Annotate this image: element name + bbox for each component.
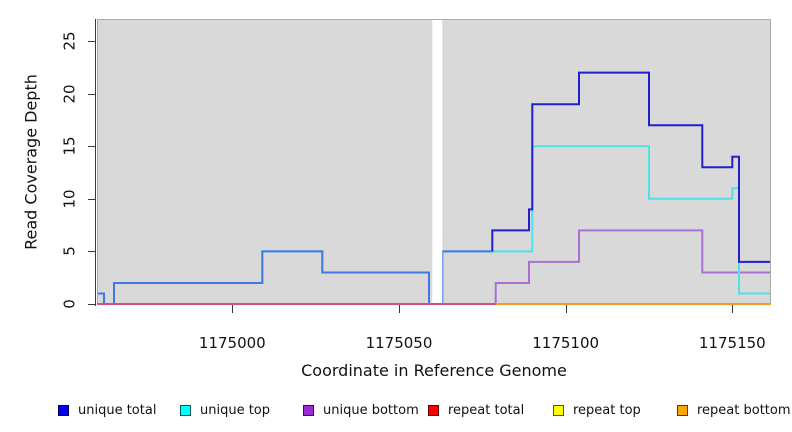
legend-item-repeat-bottom: repeat bottom [677, 399, 791, 421]
legend-swatch-icon [303, 404, 314, 416]
legend-label: repeat bottom [697, 402, 791, 418]
legend-label: unique bottom [323, 402, 419, 418]
series-line-unique-total [491, 71, 771, 263]
legend-label: repeat total [448, 402, 525, 418]
y-tick-label: 25 [60, 31, 79, 51]
y-axis-title: Read Coverage Depth [21, 74, 41, 250]
y-tick-mark [88, 146, 96, 148]
legend-label: unique total [78, 402, 157, 418]
no-data-gap [432, 19, 443, 305]
y-tick-label: 20 [60, 84, 79, 104]
legend-item-repeat-total: repeat total [428, 399, 524, 421]
x-tick-mark [399, 305, 400, 313]
series-line-unique-bottom [97, 229, 771, 305]
x-tick-label: 1175100 [532, 334, 600, 352]
x-tick-label: 1175150 [698, 334, 766, 352]
x-tick-mark [732, 305, 734, 313]
legend-swatch-icon [553, 404, 564, 416]
x-tick-label: 1175050 [365, 334, 433, 352]
x-tick-label: 1175000 [198, 334, 266, 352]
y-tick-mark [88, 198, 96, 200]
legend-item-repeat-top: repeat top [553, 399, 641, 421]
y-tick-mark [88, 304, 96, 305]
legend-item-unique-total: unique total [58, 399, 156, 421]
legend-item-unique-top: unique top [180, 399, 270, 421]
y-tick-label: 10 [60, 189, 79, 209]
legend-swatch-icon [428, 404, 439, 416]
legend-label: unique top [200, 402, 271, 418]
legend-item-unique-bottom: unique bottom [303, 399, 419, 421]
legend-swatch-icon [58, 404, 69, 416]
y-tick-mark [88, 251, 96, 253]
legend-label: repeat top [573, 402, 641, 418]
plot-panel [97, 19, 771, 305]
legend: unique total unique top unique bottom repea… [0, 399, 792, 423]
x-tick-mark [565, 305, 567, 313]
x-axis-title: Coordinate in Reference Genome [301, 361, 567, 380]
legend-swatch-icon [180, 404, 191, 416]
y-tick-label: 0 [60, 299, 79, 309]
y-tick-mark [88, 41, 96, 43]
y-tick-label: 5 [60, 246, 79, 257]
plot-canvas [97, 19, 771, 305]
x-tick-mark [232, 305, 234, 313]
y-tick-label: 15 [60, 136, 79, 156]
y-axis-line [95, 19, 96, 306]
y-tick-mark [88, 93, 96, 95]
legend-swatch-icon [677, 404, 688, 416]
